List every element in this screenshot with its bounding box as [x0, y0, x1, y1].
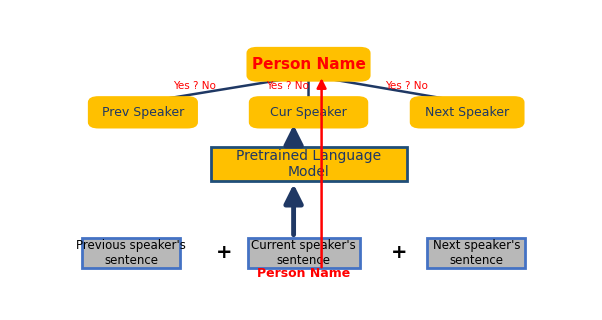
FancyBboxPatch shape — [250, 98, 367, 127]
FancyBboxPatch shape — [89, 98, 197, 127]
FancyBboxPatch shape — [248, 238, 360, 268]
FancyBboxPatch shape — [211, 147, 406, 181]
Text: Prev Speaker: Prev Speaker — [102, 106, 184, 119]
Text: +: + — [391, 243, 408, 262]
Text: Pretrained Language
Model: Pretrained Language Model — [236, 149, 381, 179]
FancyBboxPatch shape — [248, 48, 369, 80]
Text: Yes ? No: Yes ? No — [173, 81, 216, 91]
Text: Person Name: Person Name — [257, 267, 350, 280]
FancyBboxPatch shape — [427, 238, 526, 268]
Text: Yes ? No: Yes ? No — [266, 81, 309, 91]
Text: Previous speaker's
sentence: Previous speaker's sentence — [76, 239, 186, 267]
Text: Current speaker's
sentence: Current speaker's sentence — [252, 239, 356, 267]
Text: Person Name: Person Name — [252, 57, 365, 72]
Text: Next Speaker: Next Speaker — [425, 106, 509, 119]
Text: Cur Speaker: Cur Speaker — [270, 106, 347, 119]
FancyBboxPatch shape — [82, 238, 180, 268]
Text: Yes ? No: Yes ? No — [385, 81, 428, 91]
FancyBboxPatch shape — [411, 98, 523, 127]
Text: Next speaker's
sentence: Next speaker's sentence — [433, 239, 520, 267]
Text: +: + — [216, 243, 233, 262]
